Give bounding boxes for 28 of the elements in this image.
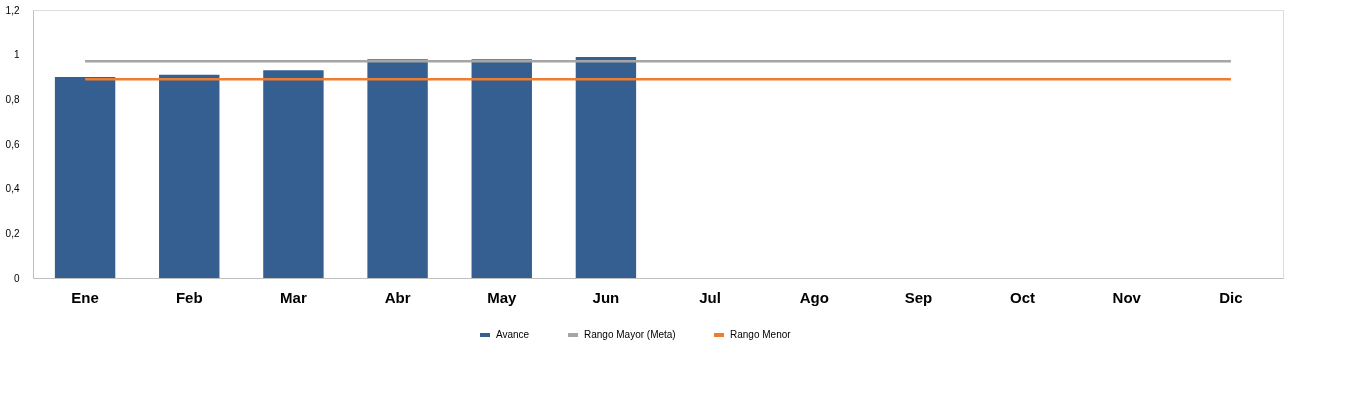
y-tick-label: 0,4 xyxy=(5,183,20,195)
bar xyxy=(263,70,324,278)
x-tick-label: Feb xyxy=(175,288,203,306)
x-tick-label: Jul xyxy=(699,288,721,306)
bar xyxy=(367,59,428,278)
y-tick-label: 0,2 xyxy=(5,227,20,239)
y-tick-label: 0,6 xyxy=(5,138,20,150)
y-tick-label: 1 xyxy=(13,49,20,61)
x-tick-label: Dic xyxy=(1219,288,1243,306)
y-tick-label: 1,2 xyxy=(5,4,20,16)
x-tick-label: Ago xyxy=(799,288,829,306)
x-tick-label: Jun xyxy=(592,288,620,306)
x-tick-label: Mar xyxy=(280,288,307,306)
x-tick-label: Ene xyxy=(71,288,99,306)
y-tick-label: 0,8 xyxy=(5,93,20,105)
bar xyxy=(471,59,532,278)
bar xyxy=(575,56,637,278)
x-tick-label: Oct xyxy=(1010,288,1036,306)
bar xyxy=(159,74,220,278)
x-tick-label: Abr xyxy=(384,288,411,306)
x-tick-label: May xyxy=(487,288,517,306)
y-tick-label: 0 xyxy=(13,272,20,284)
legend-label: Rango Mayor (Meta) xyxy=(584,329,676,340)
x-tick-label: Sep xyxy=(904,288,933,306)
bar xyxy=(54,77,116,278)
legend-label: Avance xyxy=(496,329,530,340)
legend-label: Rango Menor xyxy=(730,329,792,340)
x-tick-label: Nov xyxy=(1112,288,1142,306)
